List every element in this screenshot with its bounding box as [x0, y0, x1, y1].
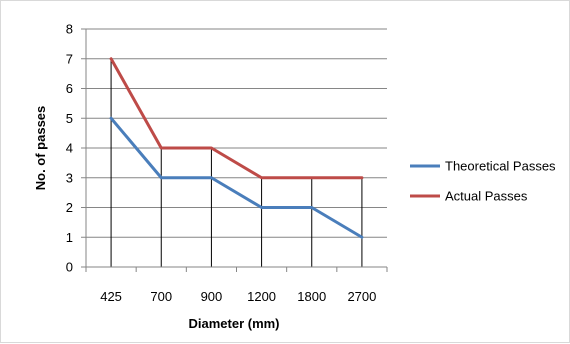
y-axis-title: No. of passes	[33, 106, 48, 191]
y-tick-label-8: 8	[66, 22, 73, 37]
y-tick-label-6: 6	[66, 81, 73, 96]
x-tick-label-900: 900	[201, 289, 223, 304]
drop-lines	[110, 58, 363, 267]
y-tick-label-7: 7	[66, 51, 73, 66]
x-tick-labels: 425 700 900 1200 1800 2700	[100, 289, 376, 304]
legend-label-theoretical-passes: Theoretical Passes	[445, 159, 556, 174]
series-line-actual-passes	[109, 57, 364, 180]
legend: Theoretical Passes Actual Passes	[410, 159, 556, 204]
y-tick-label-5: 5	[66, 111, 73, 126]
series-lines	[109, 57, 364, 239]
y-tick-labels: 0 1 2 3 4 5 6 7 8	[66, 22, 73, 275]
series-line-theoretical-passes	[109, 116, 364, 239]
legend-label-actual-passes: Actual Passes	[445, 189, 528, 204]
y-tick-label-4: 4	[66, 141, 73, 156]
y-tick-label-0: 0	[66, 260, 73, 275]
y-tick-label-2: 2	[66, 200, 73, 215]
y-tick-label-3: 3	[66, 170, 73, 185]
x-tick-label-1200: 1200	[247, 289, 276, 304]
x-tick-label-1800: 1800	[297, 289, 326, 304]
y-tick-label-1: 1	[66, 230, 73, 245]
x-axis-title: Diameter (mm)	[188, 316, 279, 331]
x-tick-label-2700: 2700	[347, 289, 376, 304]
gridlines	[86, 28, 387, 238]
axes	[81, 28, 388, 272]
x-tick-label-700: 700	[150, 289, 172, 304]
x-tick-label-425: 425	[100, 289, 122, 304]
